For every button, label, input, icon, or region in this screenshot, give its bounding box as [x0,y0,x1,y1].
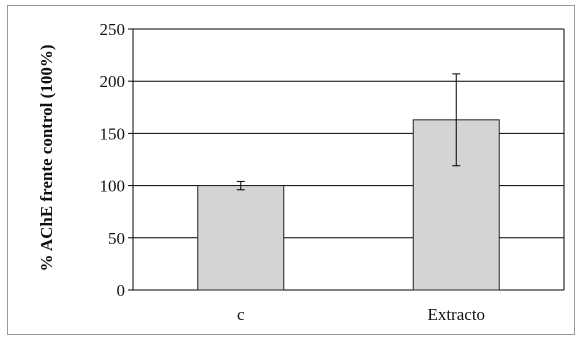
x-tick-label: Extracto [427,305,485,324]
y-tick-label: 150 [100,124,126,143]
bar-1 [197,185,285,291]
x-tick-labels: c Extracto [237,305,485,324]
y-tick-label: 0 [117,281,126,300]
y-tick-labels: 0 50 100 150 200 250 [100,20,126,300]
y-tick-label: 250 [100,20,126,39]
y-tick-label: 100 [100,177,126,196]
y-axis-label: % AChE frente control (100%) [37,45,56,272]
y-tick-label: 50 [108,229,125,248]
x-tick-label: c [237,305,245,324]
y-tick-label: 200 [100,72,126,91]
error-bars [236,73,461,191]
bars [197,119,500,291]
